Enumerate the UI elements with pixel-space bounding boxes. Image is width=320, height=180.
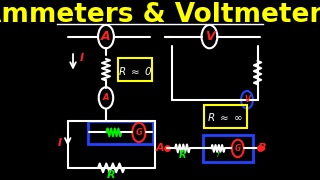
Text: A: A [103,93,109,102]
Text: G: G [135,128,142,137]
Text: A: A [156,143,164,153]
Text: R $\approx$ $\infty$: R $\approx$ $\infty$ [207,111,243,123]
Text: R $\approx$ 0: R $\approx$ 0 [118,65,152,77]
Text: V: V [244,95,250,104]
Text: B: B [258,143,266,153]
Text: R: R [107,170,116,180]
Text: V: V [204,30,214,43]
Text: I: I [80,53,84,63]
Text: A: A [101,30,111,43]
Text: r: r [216,150,220,159]
Text: R: R [179,150,186,160]
Text: G: G [235,144,241,153]
Text: Ammeters & Voltmeters: Ammeters & Voltmeters [0,2,320,28]
Text: I: I [58,138,62,148]
